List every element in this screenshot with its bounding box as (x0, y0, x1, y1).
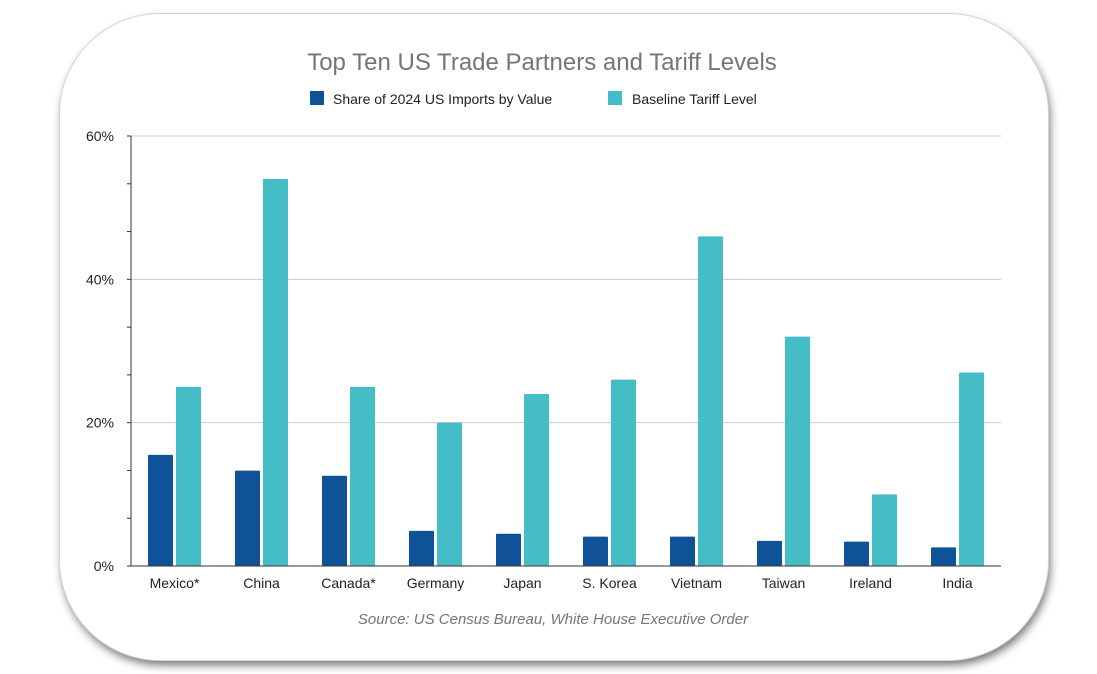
bar-baseline-tariff (611, 379, 636, 566)
source-note: Source: US Census Bureau, White House Ex… (358, 611, 749, 628)
bar-imports-share (844, 541, 869, 566)
legend-label-tariff: Baseline Tariff Level (632, 91, 757, 107)
bar-baseline-tariff (524, 394, 549, 566)
y-tick-label: 40% (86, 271, 114, 287)
bar-baseline-tariff (350, 386, 375, 566)
bar-baseline-tariff (872, 494, 897, 566)
bar-baseline-tariff (785, 336, 810, 566)
bar-imports-share (670, 536, 695, 566)
bar-baseline-tariff (263, 179, 288, 566)
bar-baseline-tariff (176, 386, 201, 566)
bar-imports-share (409, 530, 434, 566)
legend-swatch-tariff (608, 91, 622, 105)
x-axis-labels: Mexico* China Canada* Germany Japan S. Korea V… (150, 575, 973, 591)
bar-imports-share (931, 547, 956, 566)
bar-imports-share (757, 540, 782, 566)
x-tick-label: Ireland (849, 575, 892, 591)
bar-imports-share (583, 536, 608, 566)
chart-title: Top Ten US Trade Partners and Tariff Lev… (307, 49, 777, 76)
x-tick-label: Germany (407, 575, 465, 591)
gridlines (131, 135, 1001, 424)
x-tick-label: Mexico* (150, 575, 200, 591)
x-tick-label: Canada* (321, 575, 376, 591)
bar-imports-share (235, 470, 260, 566)
bars (131, 179, 1001, 567)
x-tick-label: Vietnam (671, 575, 722, 591)
y-tick-label: 20% (86, 415, 114, 431)
bar-baseline-tariff (959, 372, 984, 566)
legend-swatch-imports (310, 91, 324, 105)
x-tick-label: S. Korea (582, 575, 637, 591)
legend-label-imports: Share of 2024 US Imports by Value (333, 91, 552, 107)
x-tick-label: India (942, 575, 973, 591)
bar-imports-share (148, 454, 173, 566)
x-tick-label: China (243, 575, 280, 591)
y-tick-label: 0% (94, 558, 114, 574)
bar-baseline-tariff (437, 422, 462, 566)
y-tick-label: 60% (86, 128, 114, 144)
legend: Share of 2024 US Imports by Value Baseli… (310, 91, 757, 107)
x-tick-label: Taiwan (762, 575, 806, 591)
x-tick-label: Japan (503, 575, 541, 591)
y-axis: 0% 20% 40% 60% (86, 128, 132, 574)
bar-imports-share (496, 533, 521, 566)
bar-imports-share (322, 475, 347, 566)
bar-baseline-tariff (698, 236, 723, 567)
